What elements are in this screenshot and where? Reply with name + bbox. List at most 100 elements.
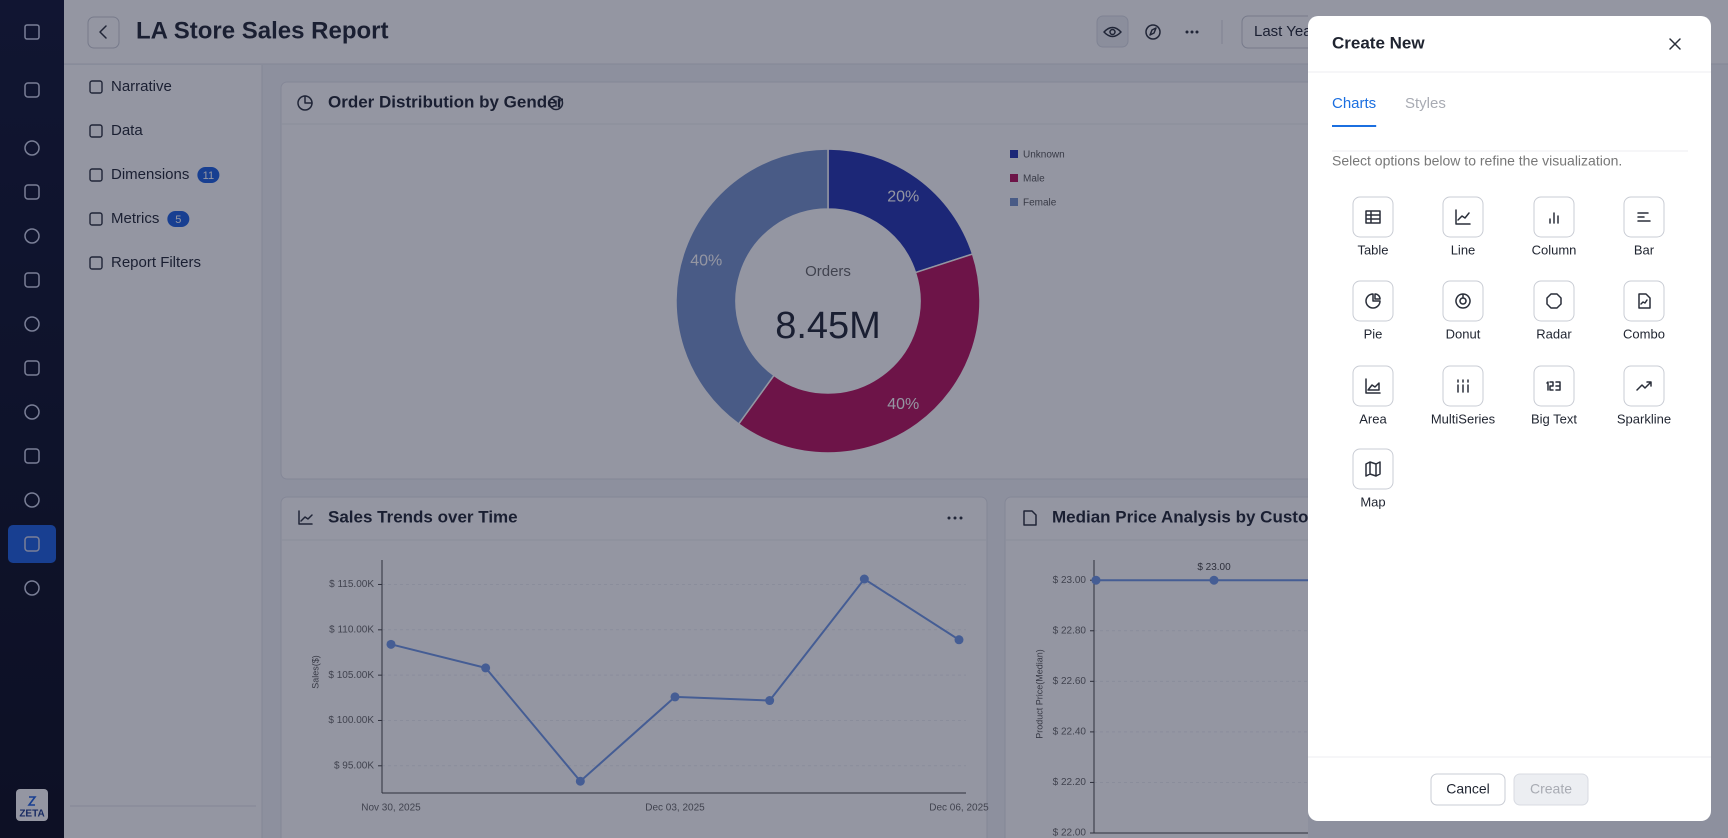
nav-item[interactable]: Data xyxy=(111,122,143,139)
back-button[interactable] xyxy=(87,16,120,49)
nav-icon xyxy=(89,212,103,226)
sidebar-toggle[interactable] xyxy=(24,24,40,40)
sidebar-icon[interactable] xyxy=(24,316,40,332)
y-tick-label: $ 22.20 xyxy=(1053,777,1087,788)
date-range-select[interactable] xyxy=(1241,15,1382,49)
header-tools: Last Year xyxy=(1096,15,1382,49)
point xyxy=(1091,575,1101,585)
card-title: Sales Trends over Time xyxy=(328,507,518,526)
option-icon xyxy=(1636,381,1652,391)
option-icon xyxy=(1638,293,1651,309)
chart-option[interactable] xyxy=(1623,280,1665,322)
chart-option[interactable] xyxy=(1352,448,1394,490)
card-icon xyxy=(304,95,313,104)
option-icon xyxy=(1455,293,1471,309)
slice-label: 20% xyxy=(887,189,919,206)
legend-label: Unknown xyxy=(1023,150,1065,161)
y-tick-label: $ 105.00K xyxy=(328,670,374,681)
chart-option[interactable] xyxy=(1533,365,1575,407)
preview-button[interactable] xyxy=(1096,15,1129,48)
sidebar-icon[interactable] xyxy=(24,184,40,200)
y-tick-label: $ 22.00 xyxy=(1053,828,1087,838)
explore-icon[interactable] xyxy=(1145,24,1161,40)
sidebar-icon[interactable] xyxy=(24,492,40,508)
card xyxy=(280,81,1308,480)
center-label: Orders xyxy=(805,263,851,280)
nav-icon xyxy=(89,256,103,270)
compass-needle xyxy=(1149,27,1157,36)
y-tick-label: $ 95.00K xyxy=(334,760,374,771)
x-tick-label: Dec 06, 2025 xyxy=(929,803,989,814)
sidebar-icon[interactable] xyxy=(24,228,40,244)
point xyxy=(1209,575,1219,585)
point xyxy=(954,635,964,645)
sidebar-icon[interactable] xyxy=(24,360,40,376)
dialog-button xyxy=(1513,773,1589,806)
option-label: Column xyxy=(1532,242,1577,257)
option-icon xyxy=(1455,209,1471,225)
option-label: Radar xyxy=(1536,326,1572,341)
option-label: Combo xyxy=(1623,326,1665,341)
legend-label: Female xyxy=(1023,198,1057,209)
y-tick-label: $ 22.60 xyxy=(1053,676,1087,687)
x-tick-label: Nov 30, 2025 xyxy=(361,803,421,814)
sidebar-icon[interactable] xyxy=(24,536,40,552)
card xyxy=(280,496,988,838)
x-tick-label: Dec 03, 2025 xyxy=(645,803,705,814)
sidebar-icon[interactable] xyxy=(24,272,40,288)
option-icon xyxy=(1365,293,1381,309)
nav-item[interactable]: Metrics xyxy=(111,210,159,227)
more-dot xyxy=(1190,30,1194,34)
eye-pupil xyxy=(1109,28,1116,36)
more-dot xyxy=(947,516,951,520)
nav-icon xyxy=(89,168,103,182)
option-label: Line xyxy=(1451,242,1476,257)
sidebar-icon[interactable] xyxy=(24,580,40,596)
close-button[interactable] xyxy=(1669,38,1681,50)
tab[interactable]: Styles xyxy=(1405,95,1446,112)
legend-swatch xyxy=(1010,150,1018,158)
sidebar-icon[interactable] xyxy=(24,448,40,464)
point xyxy=(481,663,491,673)
donut-slice xyxy=(737,253,981,454)
option-label: Area xyxy=(1359,411,1387,426)
more-dot xyxy=(953,516,957,520)
center-value: 8.45M xyxy=(775,305,881,347)
report-nav xyxy=(64,65,262,838)
nav-item[interactable]: Report Filters xyxy=(111,254,201,271)
option-icon xyxy=(1549,212,1559,224)
point xyxy=(386,639,396,649)
legend-swatch xyxy=(1010,174,1018,182)
dialog-title: Create New xyxy=(1332,33,1425,52)
legend-label: Male xyxy=(1023,174,1045,185)
nav-item[interactable]: Dimensions xyxy=(111,166,189,183)
point xyxy=(575,776,585,786)
option-icon xyxy=(1457,379,1469,393)
chart-option[interactable] xyxy=(1442,280,1484,322)
y-tick-label: $ 110.00K xyxy=(329,624,374,635)
tab[interactable]: Charts xyxy=(1332,95,1376,112)
option-icon xyxy=(1365,210,1381,224)
y-tick-label: $ 22.40 xyxy=(1053,727,1087,738)
nav-item[interactable]: Narrative xyxy=(111,78,172,95)
option-icon xyxy=(1546,381,1561,391)
info-icon[interactable] xyxy=(548,95,564,111)
logo: ZETA xyxy=(19,809,44,820)
nav-badge-count: 5 xyxy=(175,214,181,226)
eye-icon xyxy=(1103,26,1122,38)
y-tick-label: $ 100.00K xyxy=(328,715,374,726)
more-dot xyxy=(1195,30,1199,34)
dialog-panel xyxy=(1308,16,1711,821)
dialog-button[interactable] xyxy=(1430,773,1506,806)
active-tab-underline xyxy=(1332,125,1377,127)
chart-option[interactable] xyxy=(1352,196,1394,238)
button-label: Create xyxy=(1530,781,1572,797)
sidebar-icon[interactable] xyxy=(24,404,40,420)
charts: Order Distribution by Gender 20% Unknown 40… xyxy=(310,92,1308,838)
cards: Order Distribution by Gender 20% Unknown 40… xyxy=(280,81,1308,838)
nav-badge xyxy=(197,167,220,183)
sidebar-icon[interactable] xyxy=(24,82,40,98)
chart-option[interactable] xyxy=(1533,280,1575,322)
sidebar-icon[interactable] xyxy=(24,140,40,156)
